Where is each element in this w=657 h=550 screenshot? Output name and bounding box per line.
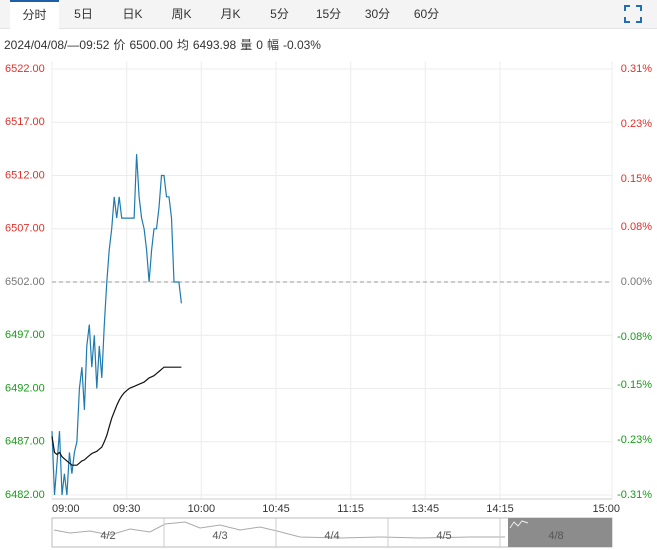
y-tick-label: 6502.00 [5, 276, 45, 288]
y2-tick-label: 0.31% [621, 63, 652, 75]
y2-tick-label: -0.08% [617, 331, 652, 343]
series-line [51, 366, 182, 466]
y-tick-label: 6522.00 [5, 63, 45, 75]
navigator-date: 4/8 [548, 530, 563, 542]
tab[interactable]: 15分 [315, 7, 342, 21]
label: 均 [176, 38, 189, 52]
datetime: 2024/04/08/—09:52 [4, 38, 110, 52]
y2-tick-label: 0.15% [621, 173, 652, 185]
volume: 0 [256, 38, 263, 52]
y-tick-label: 6507.00 [5, 223, 45, 235]
amplitude: -0.03% [282, 38, 321, 52]
x-tick-label: 14:15 [486, 503, 514, 515]
y2-tick-label: 0.23% [621, 118, 652, 130]
tab[interactable]: 分时 [10, 0, 59, 29]
y2-tick-label: 0.08% [621, 221, 652, 233]
tab[interactable]: 周K [171, 7, 192, 21]
label: 幅 [266, 38, 279, 52]
y-tick-label: 6512.00 [5, 169, 45, 181]
fullscreen-icon[interactable] [624, 5, 642, 23]
navigator-date: 4/2 [100, 530, 115, 542]
y-tick-label: 6487.00 [5, 436, 45, 448]
tab[interactable]: 5日 [74, 7, 93, 21]
y2-tick-label: -0.15% [617, 379, 652, 391]
y-tick-label: 6482.00 [5, 489, 45, 501]
tab[interactable]: 60分 [413, 7, 440, 21]
y-tick-label: 6492.00 [5, 382, 45, 394]
x-tick-label: 09:00 [52, 503, 80, 515]
avg: 6493.98 [192, 38, 237, 52]
y2-tick-label: 0.00% [621, 276, 652, 288]
label: 价 [113, 38, 126, 52]
x-tick-label: 11:15 [337, 503, 364, 515]
y2-tick-label: -0.23% [617, 434, 652, 446]
navigator-date: 4/5 [436, 530, 451, 542]
tab[interactable]: 30分 [364, 7, 391, 21]
navigator-date: 4/4 [324, 530, 339, 542]
label: 量 [240, 38, 253, 52]
tab[interactable]: 日K [122, 7, 143, 21]
price: 6500.00 [129, 38, 173, 52]
y2-tick-label: -0.31% [617, 489, 652, 501]
series-line [51, 154, 182, 496]
x-tick-label: 10:45 [262, 503, 290, 515]
info-line: 2024/04/08/—09:52 价 6500.00 均 6493.98 量 0 幅 -0.0… [4, 36, 325, 53]
tab[interactable]: 月K [220, 7, 241, 21]
navigator-trace [509, 520, 529, 529]
tab[interactable]: 5分 [270, 7, 289, 21]
y-tick-label: 6517.00 [5, 116, 45, 128]
x-tick-label: 09:30 [113, 503, 141, 515]
y-tick-label: 6497.00 [5, 329, 45, 341]
navigator-window[interactable] [508, 518, 612, 547]
x-tick-label: 13:45 [412, 503, 440, 515]
tab-bar: 分时 5日 日K 周K 月K 5分 15分 30分 60分 [0, 0, 657, 29]
navigator-trace [53, 521, 505, 539]
x-tick-label: 15:00 [592, 503, 620, 515]
navigator-date: 4/3 [212, 530, 227, 542]
x-tick-label: 10:00 [188, 503, 216, 515]
